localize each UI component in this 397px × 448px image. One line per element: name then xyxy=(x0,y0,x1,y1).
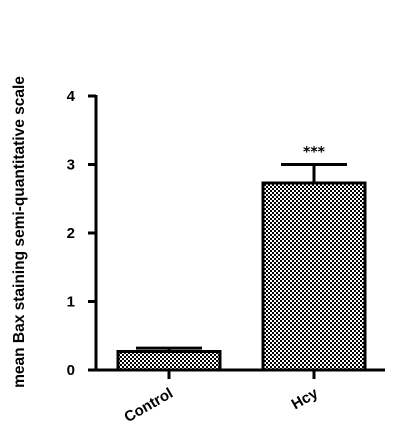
bar-hcy xyxy=(261,181,367,372)
significance-label-hcy: *** xyxy=(303,145,326,161)
bar-control xyxy=(116,350,222,372)
y-tick-label: 1 xyxy=(67,294,75,311)
y-axis-title: mean Bax staining semi-quantitative scal… xyxy=(11,76,28,388)
x-tick-label-hcy: Hcy xyxy=(289,384,322,413)
x-tick-label-control: Control xyxy=(121,385,176,426)
y-tick-label: 4 xyxy=(67,88,76,105)
y-tick-label: 2 xyxy=(67,225,75,242)
plot-area: 0 1 2 3 4 Control *** Hcy xyxy=(67,88,385,426)
y-tick-label: 0 xyxy=(67,362,75,379)
y-tick-label: 3 xyxy=(67,157,75,174)
